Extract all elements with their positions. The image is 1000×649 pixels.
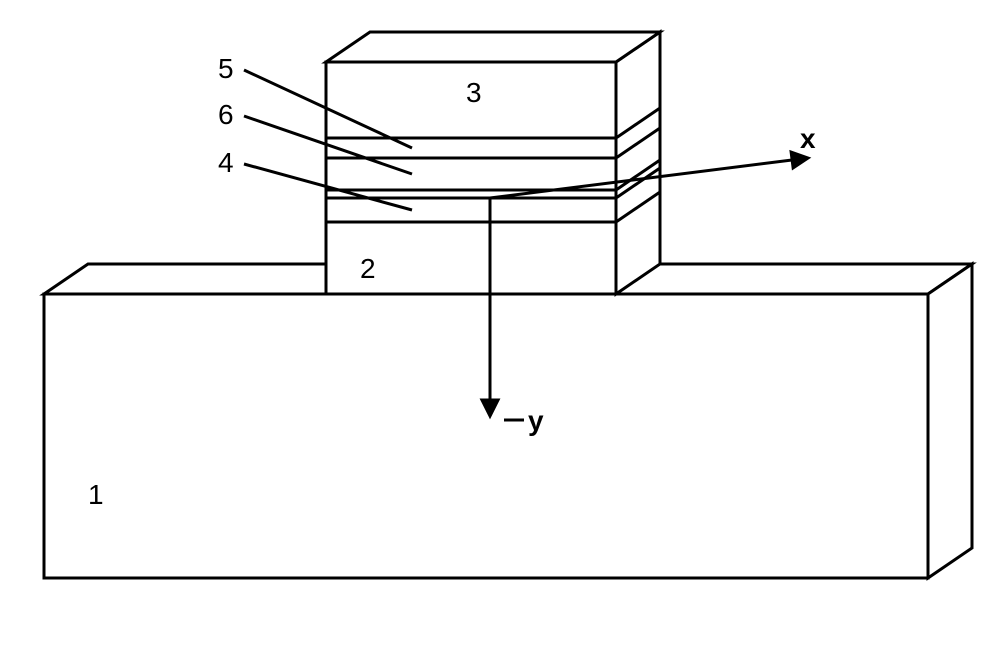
- base-right: [928, 264, 972, 578]
- axis-x-label: x: [800, 123, 816, 154]
- base-front: [44, 294, 928, 578]
- label-3: 3: [466, 77, 482, 108]
- stack-top-face: [326, 32, 660, 62]
- layer-front-layer4: [326, 198, 616, 222]
- layer-front-layer5: [326, 138, 616, 158]
- layer-front-layer6: [326, 158, 616, 190]
- axis-y-label: y: [528, 405, 544, 436]
- axis-x-arrow: [791, 152, 808, 168]
- label-4: 4: [218, 147, 234, 178]
- layer-stack: [244, 32, 660, 294]
- label-5: 5: [218, 53, 234, 84]
- label-2: 2: [360, 253, 376, 284]
- label-6: 6: [218, 99, 234, 130]
- label-1: 1: [88, 479, 104, 510]
